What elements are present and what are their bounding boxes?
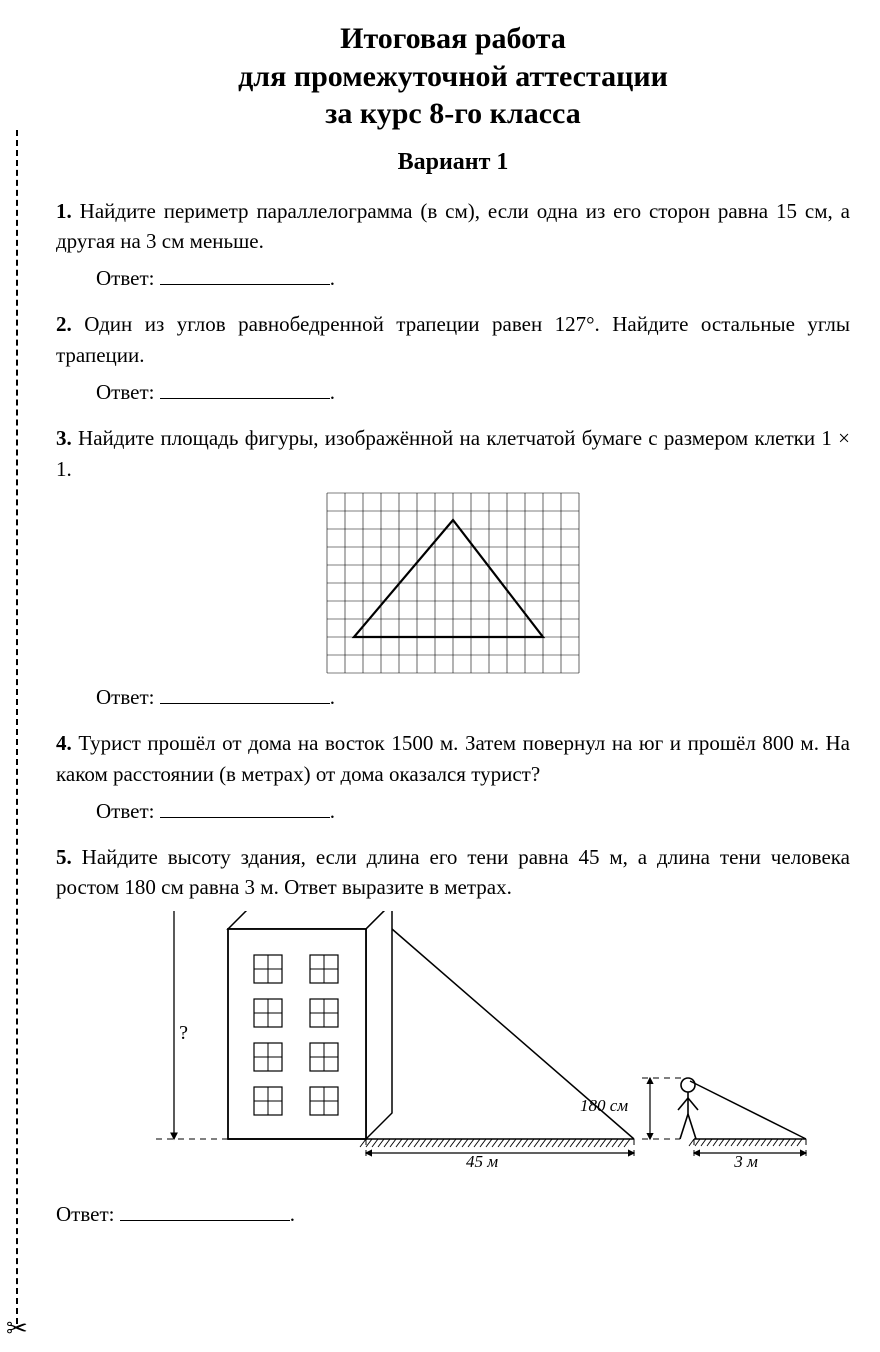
scissors-icon: ✂ — [6, 1314, 28, 1344]
problem-5: 5. Найдите высоту здания, если длина его… — [56, 842, 850, 903]
answer-label: Ответ: — [56, 1202, 114, 1226]
answer-label: Ответ: — [96, 380, 154, 404]
main-title: Итоговая работа для промежуточной аттест… — [56, 20, 850, 133]
page-content: Итоговая работа для промежуточной аттест… — [56, 20, 850, 1245]
problem-text: Найдите периметр параллелограмма (в см),… — [56, 199, 850, 253]
answer-blank[interactable] — [160, 264, 330, 285]
problem-text: Найдите площадь фигуры, изображённой на … — [56, 426, 850, 480]
answer-5: Ответ: . — [56, 1200, 850, 1227]
figure-3 — [56, 492, 850, 679]
answer-label: Ответ: — [96, 799, 154, 823]
problem-text: Турист прошёл от дома на восток 1500 м. … — [56, 731, 850, 785]
answer-2: Ответ: . — [56, 378, 850, 405]
problem-4: 4. Турист прошёл от дома на восток 1500 … — [56, 728, 850, 789]
svg-text:?: ? — [179, 1022, 188, 1044]
svg-text:3 м: 3 м — [733, 1152, 758, 1171]
problem-number: 4. — [56, 731, 72, 755]
building-shadow-figure: ? 180 см 45 м 3 м — [86, 911, 826, 1191]
answer-blank[interactable] — [160, 378, 330, 399]
title-line-1: Итоговая работа — [56, 20, 850, 58]
svg-text:45 м: 45 м — [466, 1152, 498, 1171]
problem-1: 1. Найдите периметр параллелограмма (в с… — [56, 196, 850, 257]
answer-1: Ответ: . — [56, 264, 850, 291]
problem-number: 1. — [56, 199, 72, 223]
answer-blank[interactable] — [160, 797, 330, 818]
variant-title: Вариант 1 — [56, 149, 850, 176]
problem-text: Найдите высоту здания, если длина его те… — [56, 845, 850, 899]
answer-3: Ответ: . — [56, 683, 850, 710]
answer-4: Ответ: . — [56, 797, 850, 824]
answer-blank[interactable] — [120, 1200, 290, 1221]
problem-text: Один из углов равнобедренной трапеции ра… — [56, 312, 850, 366]
answer-label: Ответ: — [96, 266, 154, 290]
problem-number: 3. — [56, 426, 72, 450]
grid-triangle-figure — [326, 492, 580, 674]
answer-blank[interactable] — [160, 683, 330, 704]
figure-5: ? 180 см 45 м 3 м — [86, 911, 850, 1196]
svg-text:180 см: 180 см — [580, 1096, 628, 1115]
title-line-3: за курс 8-го класса — [56, 95, 850, 133]
problem-3: 3. Найдите площадь фигуры, изображённой … — [56, 423, 850, 484]
answer-label: Ответ: — [96, 685, 154, 709]
problem-number: 5. — [56, 845, 72, 869]
cut-line — [16, 130, 18, 1324]
problem-2: 2. Один из углов равнобедренной трапеции… — [56, 309, 850, 370]
title-line-2: для промежуточной аттестации — [56, 58, 850, 96]
problem-number: 2. — [56, 312, 72, 336]
